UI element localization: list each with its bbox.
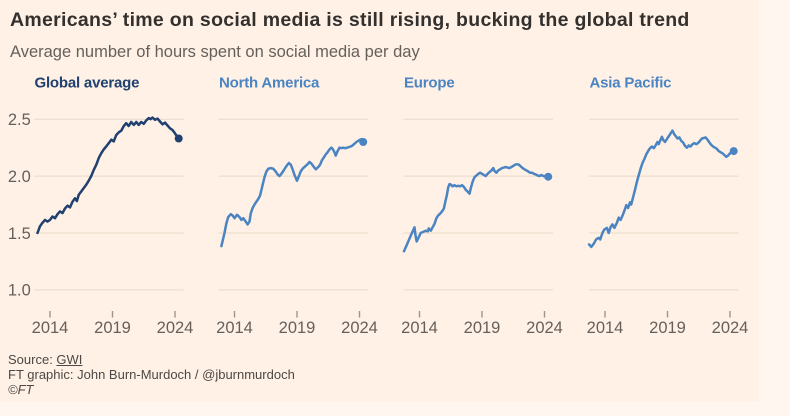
svg-text:1.5: 1.5 (8, 225, 31, 243)
svg-text:North America: North America (219, 75, 320, 92)
svg-text:2019: 2019 (279, 319, 316, 337)
svg-text:Asia Pacific: Asia Pacific (590, 75, 672, 92)
svg-text:2024: 2024 (526, 319, 563, 337)
svg-text:2024: 2024 (712, 319, 749, 337)
svg-text:2014: 2014 (216, 319, 253, 337)
svg-text:Global average: Global average (35, 75, 140, 92)
svg-text:1.0: 1.0 (8, 282, 31, 300)
svg-text:2014: 2014 (32, 319, 69, 337)
svg-text:2.0: 2.0 (8, 168, 31, 186)
svg-text:2019: 2019 (94, 319, 131, 337)
svg-text:2024: 2024 (341, 319, 378, 337)
svg-text:2014: 2014 (401, 319, 438, 337)
svg-text:2024: 2024 (157, 319, 194, 337)
svg-text:2.5: 2.5 (8, 111, 31, 129)
svg-text:2014: 2014 (587, 319, 624, 337)
svg-text:2019: 2019 (649, 319, 686, 337)
svg-text:Europe: Europe (404, 75, 454, 92)
svg-text:2019: 2019 (464, 319, 501, 337)
